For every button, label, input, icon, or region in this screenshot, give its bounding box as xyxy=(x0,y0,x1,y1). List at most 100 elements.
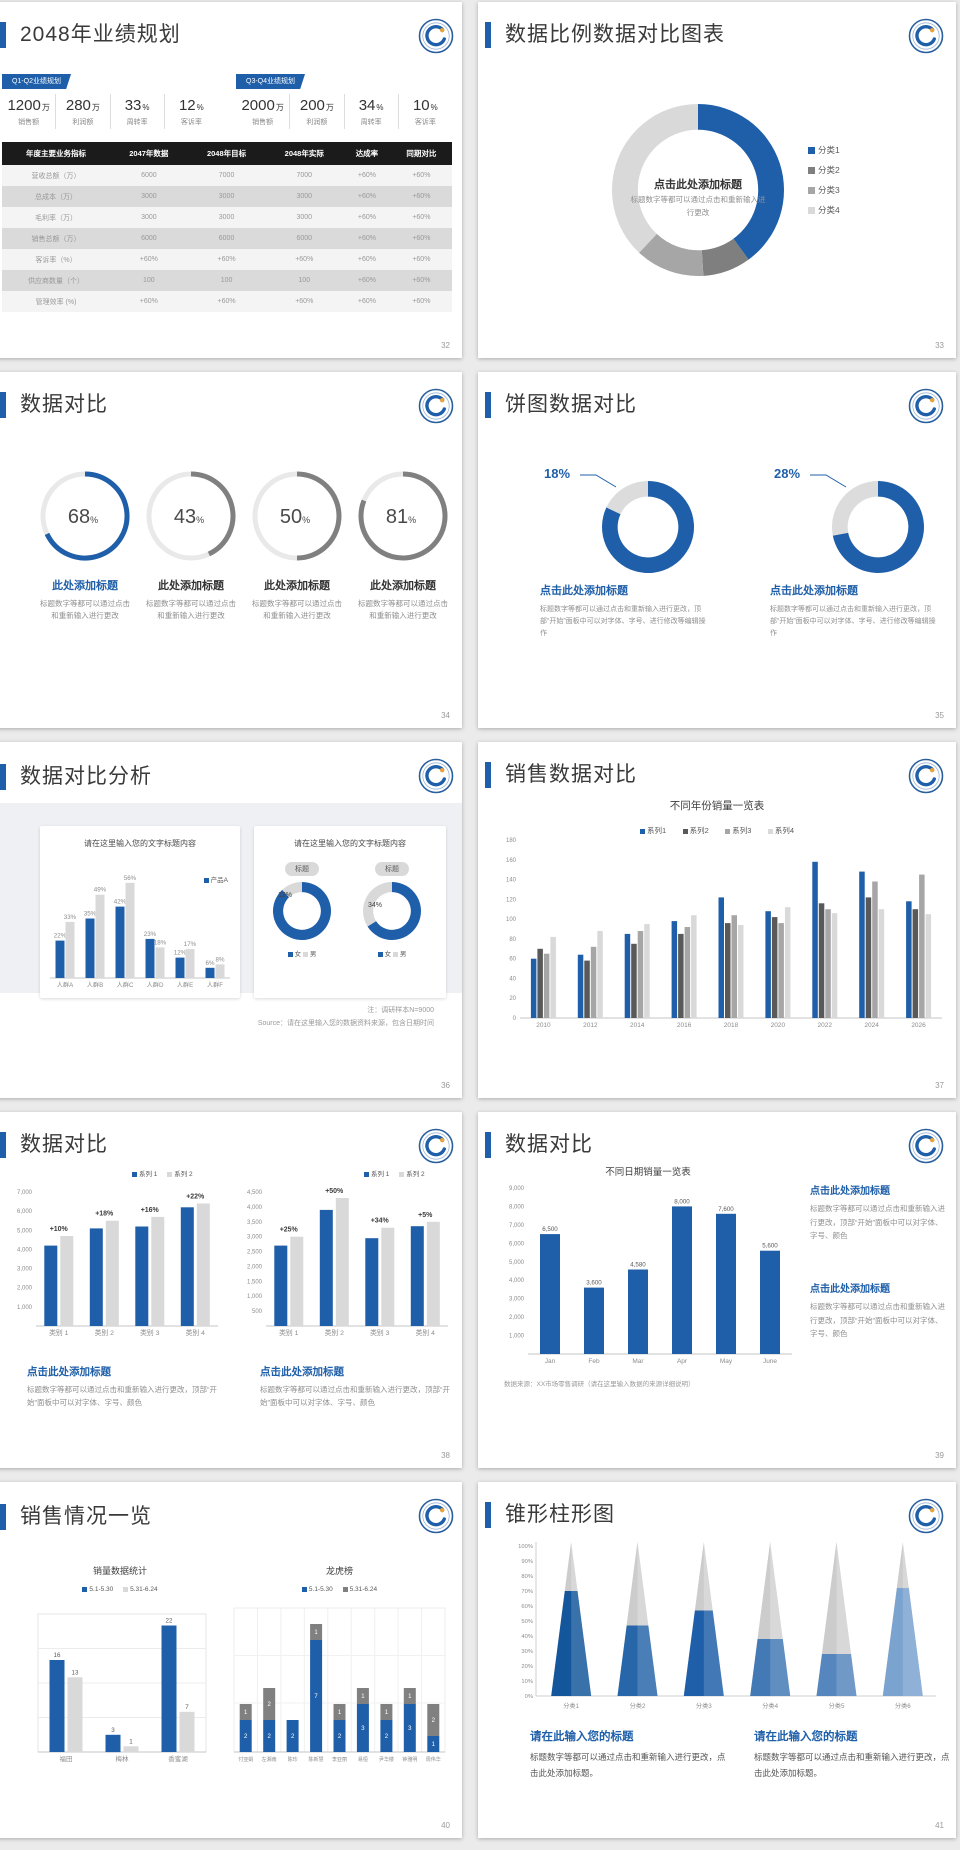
svg-text:2: 2 xyxy=(291,1734,295,1740)
gauge-item: 50% 此处添加标题 标题数字等都可以通过点击和重新输入进行更改 xyxy=(249,468,345,621)
svg-text:3,000: 3,000 xyxy=(17,1267,33,1273)
svg-text:68%: 68% xyxy=(68,506,98,528)
table-row: 管理效率 (%) +60% +60% +60% +60% +60% xyxy=(2,291,452,312)
svg-text:1,500: 1,500 xyxy=(247,1279,263,1285)
svg-text:2,000: 2,000 xyxy=(247,1264,263,1270)
slide-41[interactable]: 锥形柱形图 100% 90% 80% 70% 60% 50% 40% 30% 20% 10% 0% 分… xyxy=(478,1482,956,1838)
legend-swatch xyxy=(392,951,398,957)
svg-text:2020: 2020 xyxy=(771,1022,786,1029)
gender-donut-34 xyxy=(362,882,421,940)
legend-item: 5.31-6.24 xyxy=(342,1586,377,1593)
table-header: 2048年目标 xyxy=(187,142,266,165)
svg-text:类别 2: 类别 2 xyxy=(95,1328,114,1337)
table-cell: +60% xyxy=(139,256,158,263)
svg-text:1,000: 1,000 xyxy=(509,1334,525,1340)
svg-text:40: 40 xyxy=(509,976,516,982)
kpi-stat: 33% 周转率 xyxy=(111,94,165,129)
slide-35[interactable]: 饼图数据对比 18% 28% 点击此处添加标题 标题数字等都可以通过点击和重新输… xyxy=(478,372,956,728)
donut-legend: 分类1 分类2 分类3 分类4 xyxy=(808,144,840,216)
svg-text:100%: 100% xyxy=(518,1544,533,1550)
block-title: 点击此处添加标题 xyxy=(260,1366,344,1378)
brand-logo-icon xyxy=(908,18,944,54)
gender-legend: 女 男 xyxy=(361,948,423,958)
svg-text:5,000: 5,000 xyxy=(17,1228,33,1234)
source-note: 数据来源：XX市场零售调研（请在这里输入数据的来源详细说明） xyxy=(504,1381,695,1388)
brand-logo-icon xyxy=(908,1498,944,1534)
slide-37[interactable]: 销售数据对比 不同年份销量一览表 系列1 系列2 系列3 系列4 180 160 1… xyxy=(478,742,956,1098)
gauge-title: 此处添加标题 xyxy=(52,580,118,592)
legend-swatch xyxy=(682,828,688,834)
chart-legend: 系列 1 系列 2 xyxy=(132,1168,193,1178)
chart-block: 点击此处添加标题 标题数字等都可以通过点击和重新输入进行更改，顶部“开始”面板中… xyxy=(810,1182,948,1243)
slide-32[interactable]: 2048年业绩规划 Q1-Q2业绩规划 1200万 销售额 280万 利润额 33%… xyxy=(0,2,462,358)
title-accent-bar xyxy=(485,1502,491,1528)
page-number: 41 xyxy=(935,1821,944,1830)
svg-text:160: 160 xyxy=(506,858,517,864)
svg-text:40%: 40% xyxy=(521,1634,533,1640)
legend-swatch xyxy=(725,828,731,834)
svg-text:1: 1 xyxy=(432,1742,436,1748)
svg-text:2026: 2026 xyxy=(911,1022,926,1029)
svg-text:50%: 50% xyxy=(280,506,310,528)
brand-logo-icon xyxy=(418,18,454,54)
gauge-43-chart: 43% xyxy=(146,471,236,561)
legend-swatch xyxy=(399,1171,405,1177)
svg-text:1: 1 xyxy=(385,1710,389,1716)
slide-38[interactable]: 数据对比 系列 1 系列 2 系列 1 系列 2 7,000 6,000 5,000… xyxy=(0,1112,462,1468)
svg-text:13: 13 xyxy=(72,1669,79,1676)
row-1: 2048年业绩规划 Q1-Q2业绩规划 1200万 销售额 280万 利润额 33%… xyxy=(0,0,960,370)
gauge-50-chart: 50% xyxy=(252,471,342,561)
table-row: 客诉率（%） +60% +60% +60% +60% +60% xyxy=(2,249,452,270)
svg-text:人群C: 人群C xyxy=(117,981,134,989)
slide-title: 数据对比 xyxy=(505,1133,593,1156)
legend-swatch xyxy=(203,877,209,883)
table-cell: 毛利率（万） xyxy=(35,214,77,222)
page-number: 36 xyxy=(441,1081,450,1090)
svg-text:类别 2: 类别 2 xyxy=(325,1328,344,1337)
slide-33[interactable]: 数据比例数据对比图表 点击此处添加标题 标题数字等都可以通过点击和重新输入进行更… xyxy=(478,2,956,358)
svg-text:1: 1 xyxy=(129,1738,133,1745)
title-accent-bar xyxy=(0,1132,6,1158)
table-cell: 6000 xyxy=(296,235,313,242)
svg-text:43%: 43% xyxy=(174,506,204,528)
chart-title: 销量数据统计 xyxy=(92,1566,147,1576)
slide-34[interactable]: 数据对比 68% 此处添加标题 标题数字等都可以通过点击和重新输入进行更改 43… xyxy=(0,372,462,728)
yearly-sales-bar-chart: 180 160 140 120 100 80 60 40 20 0 2010 2012 2014 2016… xyxy=(506,838,942,1029)
row-4: 数据对比 系列 1 系列 2 系列 1 系列 2 7,000 6,000 5,000… xyxy=(0,1110,960,1480)
svg-text:分类4: 分类4 xyxy=(762,1702,778,1710)
slide-39[interactable]: 数据对比 不同日期销量一览表 9,000 8,000 7,000 6,000 5,000… xyxy=(478,1112,956,1468)
legend-item: 分类4 xyxy=(808,204,840,216)
mini-card-title: 请在这里输入您的文字标题内容 xyxy=(84,839,196,848)
slide-title: 2048年业绩规划 xyxy=(20,23,181,46)
svg-text:类别 4: 类别 4 xyxy=(186,1328,205,1337)
svg-text:22%: 22% xyxy=(54,933,67,940)
slide-title: 销售情况一览 xyxy=(20,1505,152,1528)
chart-legend: 系列1 系列2 系列3 系列4 xyxy=(478,820,956,838)
svg-text:+16%: +16% xyxy=(141,1207,160,1214)
svg-text:80%: 80% xyxy=(521,1574,533,1580)
bar-mini-card: 请在这里输入您的文字标题内容 产品A 22% 33% 人群A 35% 49% 人群B 42%… xyxy=(40,826,240,998)
callout-line xyxy=(810,474,847,488)
table-cell: +60% xyxy=(357,277,376,284)
svg-text:+34%: +34% xyxy=(371,1218,390,1225)
legend-item: 5.1-5.30 xyxy=(301,1586,333,1593)
svg-text:500: 500 xyxy=(252,1309,263,1315)
svg-text:Feb: Feb xyxy=(588,1358,600,1365)
svg-text:7: 7 xyxy=(314,1694,318,1700)
legend-swatch xyxy=(167,1171,173,1177)
chart-legend: 系列 1 系列 2 xyxy=(364,1168,425,1178)
table-cell: 6000 xyxy=(141,235,157,242)
svg-text:+5%: +5% xyxy=(418,1212,433,1219)
svg-text:1: 1 xyxy=(314,1630,318,1636)
svg-text:类别 4: 类别 4 xyxy=(416,1328,435,1337)
slide-40[interactable]: 销售情况一览 销量数据统计 5.1-5.30 5.31-6.24 16 13 福田 3… xyxy=(0,1482,462,1838)
table-cell: +60% xyxy=(412,172,431,179)
title-accent-bar xyxy=(0,764,6,790)
slide-36[interactable]: 数据对比分析 请在这里输入您的文字标题内容 产品A 22% 33% 人群A 35% 49… xyxy=(0,742,462,1098)
block-desc: 标题数字等都可以通过点击和重新输入进行更改，顶部“开始”面板中可以对字体、字号、… xyxy=(27,1385,217,1407)
title-accent-bar xyxy=(485,22,491,48)
gauge-desc: 标题数字等都可以通过点击和重新输入进行更改 xyxy=(358,599,448,620)
gauge-item: 68% 此处添加标题 标题数字等都可以通过点击和重新输入进行更改 xyxy=(37,468,133,621)
page-number: 38 xyxy=(441,1451,450,1460)
kpi-stat: 2000万 销售额 xyxy=(236,94,291,129)
